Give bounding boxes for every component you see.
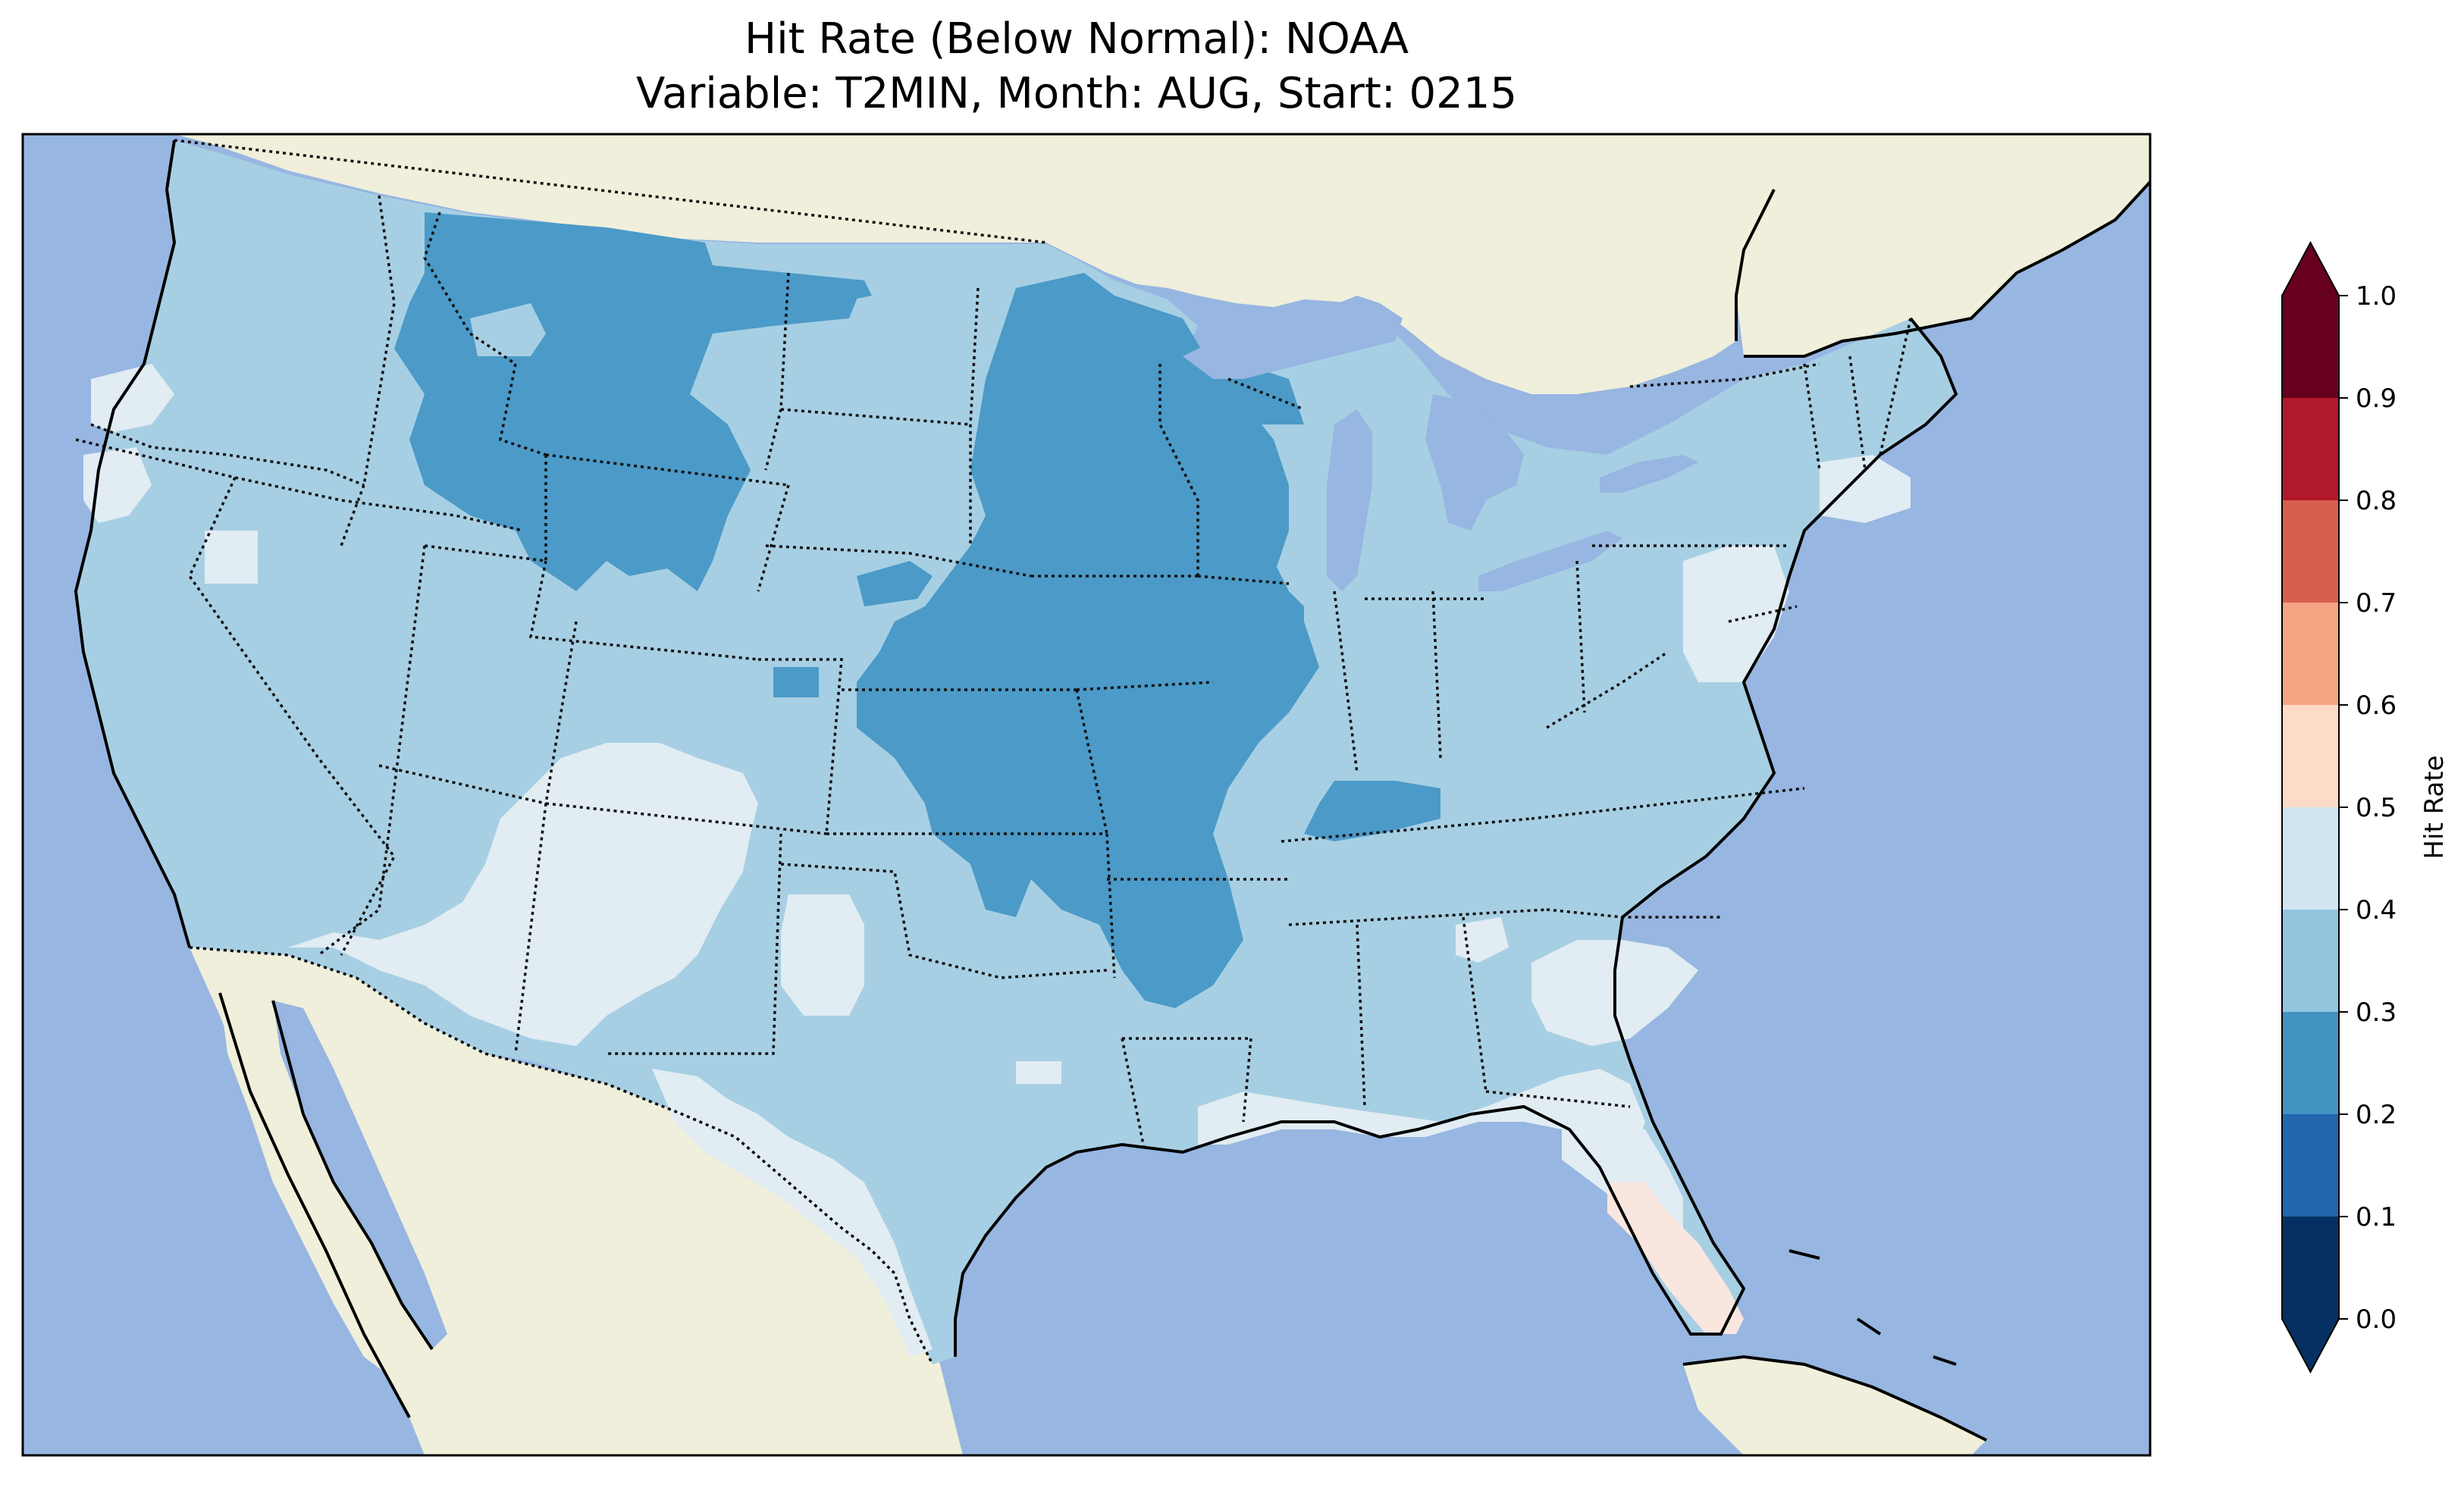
region-wisconsin [1160, 379, 1289, 576]
region-gulf-coast [1198, 1069, 1645, 1145]
cuba-land [1683, 1357, 1986, 1455]
region-south-florida [1607, 1182, 1744, 1334]
region-southwest [288, 743, 758, 1046]
region-south-texas [652, 1069, 933, 1357]
region-california-pocket [205, 531, 258, 584]
region-new-york [1820, 455, 1911, 523]
canada-land [174, 134, 1827, 394]
region-kentucky [1304, 781, 1440, 841]
lake-erie [1478, 531, 1622, 591]
canada-east [1736, 134, 2150, 356]
lake-huron [1425, 394, 1524, 531]
region-texas-west-pocket [781, 894, 864, 1016]
map-title: Hit Rate (Below Normal): NOAA [744, 14, 1409, 64]
state-boundaries [75, 139, 1912, 1153]
map-frame [21, 133, 2152, 1457]
us-mexico-border [189, 946, 934, 1365]
region-idaho-pale [470, 303, 546, 356]
region-illinois-pocket [1213, 576, 1304, 682]
lake-michigan [1327, 409, 1372, 591]
region-nebraska-pocket [857, 561, 933, 606]
region-oklahoma-pocket [1016, 1061, 1061, 1084]
region-colorado-pocket [773, 667, 819, 697]
region-nd-corner [773, 273, 872, 318]
baja-land [220, 993, 409, 1380]
region-montana-idaho [394, 212, 864, 591]
gulf-of-california [273, 1001, 447, 1349]
lake-ontario [1600, 455, 1698, 493]
map-subtitle: Variable: T2MIN, Month: AUG, Start: 0215 [635, 69, 1518, 118]
lake-superior [1183, 296, 1403, 379]
coastlines [74, 139, 2150, 1442]
